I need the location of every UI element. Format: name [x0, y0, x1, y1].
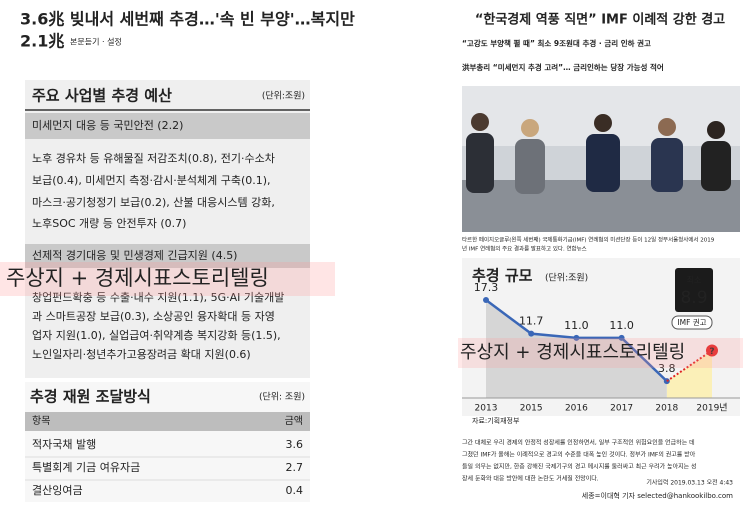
point	[528, 330, 535, 337]
section-line: 마스크·공기청정기 보급(0.2), 산불 대응시스템 강화,	[32, 196, 275, 209]
body-line: 그쳤던 IMF가 올해는 이례적으로 경고의 수준을 대폭 높인 것이다. 정부…	[462, 451, 696, 459]
photo-caption: 년 IMF 연례협의 주요 결과를 발표하고 있다. 연합뉴스	[462, 245, 587, 253]
table-cell: 3.6	[286, 438, 304, 451]
note-box	[671, 315, 713, 330]
chart-source: 자료:기획재정부	[472, 416, 520, 425]
budget-unit: (단위:조원)	[262, 91, 305, 102]
article-subtitle: 洪부총리 “미세먼지 추경 고려”… 금리인하는 당장 가능성 적어	[462, 62, 664, 72]
body-line: 들일 의무는 없지만, 한층 강해진 국제기구의 경고 메시지를 둘러싸고 최근…	[462, 463, 697, 471]
forecast-marker: ?	[709, 347, 714, 357]
forecast-area	[666, 350, 712, 398]
watermark: 주상지 + 경제시표스토리텔링	[6, 266, 269, 290]
x-tick-label: 2018	[655, 404, 678, 414]
budget-title: 주요 사업별 추경 예산	[32, 87, 172, 105]
table-header-cell: 금액	[285, 415, 303, 427]
funding-title: 추경 재원 조달방식	[30, 388, 151, 406]
table-cell: 2.7	[286, 461, 304, 474]
value-label: 11.7	[519, 315, 544, 328]
table-header-cell: 항목	[32, 415, 50, 427]
byline: 세종=이대혁 기자 selected@hankookilbo.com	[582, 491, 733, 500]
value-label: 17.3	[474, 281, 499, 294]
value-label: 3.8	[658, 362, 676, 375]
section-title: 선제적 경기대응 및 민생경제 긴급지원 (4.5)	[32, 249, 237, 262]
table-cell: 특별회계 기금 여유자금	[32, 461, 140, 474]
x-tick-label: 2016	[565, 404, 588, 414]
x-tick-label: 2015	[520, 404, 543, 414]
article-date: 기사입력 2019.03.13 오전 4:43	[646, 479, 733, 487]
watermark: 주상지 + 경제시표스토리텔링	[460, 342, 685, 363]
headline: 3.6兆 빚내서 세번째 추경…'속 빈 부양'…복지만	[20, 10, 355, 29]
table-cell: 0.4	[286, 484, 304, 497]
photo-caption: 타르한 페이지오글루(왼쪽 세번째) 국제통화기금(IMF) 연례협의 미션단장…	[462, 236, 715, 244]
value-label: 11.0	[609, 319, 634, 332]
photo	[462, 86, 740, 232]
value-label: 11.0	[564, 319, 589, 332]
x-tick-label: 2019년	[696, 403, 727, 414]
section-line: 업자 지원(1.0), 실업급여·취약계층 복지강화 등(1.5),	[32, 328, 281, 342]
section-line: 노후SOC 개량 등 안전투자 (0.7)	[32, 217, 186, 230]
article-subtitle: “고강도 부양책 펼 때” 최소 9조원대 추경 · 금리 인하 권고	[462, 38, 651, 48]
table-header	[25, 412, 310, 431]
section-bar	[25, 113, 310, 139]
badge	[675, 268, 713, 312]
chart: 추경 규모 (단위:조원) 자료:기획재정부 2013 17.3 2015 11.7 2…	[462, 258, 740, 425]
watermark-band	[0, 262, 335, 296]
badge-title: 최소	[687, 275, 702, 285]
badge-value: 8.9	[680, 288, 707, 308]
watermark-band	[458, 338, 743, 368]
section-line: 창업펀드확충 등 수출·내수 지원(1.1), 5G·AI 기술개발	[32, 291, 284, 304]
chart-title: 추경 규모	[472, 267, 533, 285]
forecast-point	[706, 344, 718, 357]
section-line: 노후 경유차 등 유해물질 저감조치(0.8), 전기·수소차	[32, 151, 275, 165]
forecast-line	[666, 349, 713, 382]
section-title: 미세먼지 대응 등 국민안전 (2.2)	[32, 119, 183, 132]
article-title: “한국경제 역풍 직면” IMF 이례적 강한 경고	[475, 12, 725, 28]
chart-unit: (단위:조원)	[545, 273, 588, 284]
note: IMF 권고	[677, 318, 706, 327]
body-line: 장세 둔화와 대응 방안에 대한 논란도 거세질 전망이다.	[462, 475, 599, 483]
area	[486, 300, 667, 398]
point	[483, 297, 489, 303]
section-line: 보급(0.4), 미세먼지 측정·감시·분석체계 구축(0.1),	[32, 174, 271, 187]
section-line: 과 스마트공장 보급(0.3), 소상공인 융자확대 등 자영	[32, 310, 275, 323]
table-cell: 결산잉여금	[32, 484, 83, 497]
funding-panel	[25, 382, 310, 502]
table-cell: 적자국채 발행	[32, 438, 96, 451]
headline: 2.1兆	[20, 32, 64, 51]
point	[618, 334, 625, 341]
point	[573, 334, 580, 341]
section-line: 노인일자리·청년추가고용장려금 확대 지원(0.6)	[32, 347, 251, 361]
x-tick-label: 2017	[610, 404, 633, 414]
section-bar	[25, 244, 310, 268]
article-meta[interactable]: 본문듣기 · 설정	[70, 37, 122, 47]
funding-unit: (단위: 조원)	[259, 392, 305, 403]
body-line: 그간 대체로 우리 경제의 안정적 성장세를 인정하면서, 일부 구조적인 위험…	[462, 439, 695, 447]
x-tick-label: 2013	[475, 404, 498, 414]
